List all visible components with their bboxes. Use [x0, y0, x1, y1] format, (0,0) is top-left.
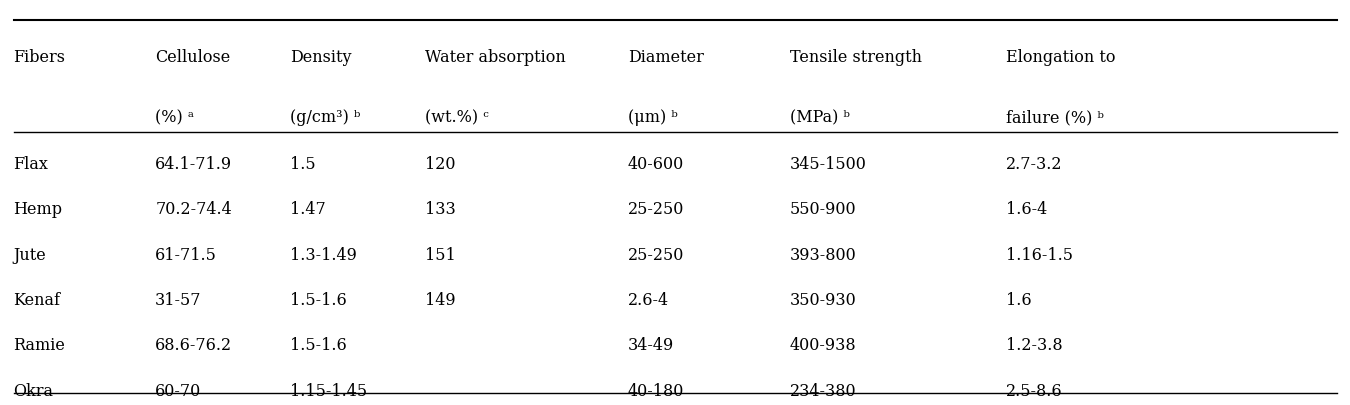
Text: 64.1-71.9: 64.1-71.9 — [155, 156, 232, 173]
Text: 1.5-1.6: 1.5-1.6 — [290, 337, 347, 354]
Text: (MPa) ᵇ: (MPa) ᵇ — [790, 109, 849, 126]
Text: 25-250: 25-250 — [628, 201, 684, 218]
Text: 151: 151 — [425, 247, 456, 264]
Text: 68.6-76.2: 68.6-76.2 — [155, 337, 232, 354]
Text: Ramie: Ramie — [14, 337, 65, 354]
Text: 31-57: 31-57 — [155, 292, 201, 309]
Text: 70.2-74.4: 70.2-74.4 — [155, 201, 232, 218]
Text: Jute: Jute — [14, 247, 46, 264]
Text: Cellulose: Cellulose — [155, 49, 231, 66]
Text: 1.6-4: 1.6-4 — [1006, 201, 1048, 218]
Text: 120: 120 — [425, 156, 456, 173]
Text: 2.5-8.6: 2.5-8.6 — [1006, 383, 1062, 400]
Text: 345-1500: 345-1500 — [790, 156, 867, 173]
Text: 61-71.5: 61-71.5 — [155, 247, 217, 264]
Text: 2.7-3.2: 2.7-3.2 — [1006, 156, 1062, 173]
Text: (μm) ᵇ: (μm) ᵇ — [628, 109, 678, 126]
Text: Okra: Okra — [14, 383, 54, 400]
Text: 40-600: 40-600 — [628, 156, 684, 173]
Text: 60-70: 60-70 — [155, 383, 201, 400]
Text: 1.5-1.6: 1.5-1.6 — [290, 292, 347, 309]
Text: 1.47: 1.47 — [290, 201, 325, 218]
Text: 1.16-1.5: 1.16-1.5 — [1006, 247, 1073, 264]
Text: Fibers: Fibers — [14, 49, 66, 66]
Text: (g/cm³) ᵇ: (g/cm³) ᵇ — [290, 109, 360, 126]
Text: Density: Density — [290, 49, 352, 66]
Text: Elongation to: Elongation to — [1006, 49, 1115, 66]
Text: (wt.%) ᶜ: (wt.%) ᶜ — [425, 109, 489, 126]
Text: Kenaf: Kenaf — [14, 292, 61, 309]
Text: Water absorption: Water absorption — [425, 49, 566, 66]
Text: Flax: Flax — [14, 156, 49, 173]
Text: failure (%) ᵇ: failure (%) ᵇ — [1006, 109, 1104, 126]
Text: Hemp: Hemp — [14, 201, 62, 218]
Text: 350-930: 350-930 — [790, 292, 856, 309]
Text: Diameter: Diameter — [628, 49, 703, 66]
Text: 34-49: 34-49 — [628, 337, 674, 354]
Text: 2.6-4: 2.6-4 — [628, 292, 668, 309]
Text: 1.5: 1.5 — [290, 156, 316, 173]
Text: 133: 133 — [425, 201, 456, 218]
Text: 149: 149 — [425, 292, 456, 309]
Text: 1.6: 1.6 — [1006, 292, 1031, 309]
Text: 400-938: 400-938 — [790, 337, 856, 354]
Text: 1.3-1.49: 1.3-1.49 — [290, 247, 358, 264]
Text: 550-900: 550-900 — [790, 201, 856, 218]
Text: 393-800: 393-800 — [790, 247, 856, 264]
Text: 25-250: 25-250 — [628, 247, 684, 264]
Text: 1.2-3.8: 1.2-3.8 — [1006, 337, 1062, 354]
Text: (%) ᵃ: (%) ᵃ — [155, 109, 194, 126]
Text: 40-180: 40-180 — [628, 383, 684, 400]
Text: 1.15-1.45: 1.15-1.45 — [290, 383, 367, 400]
Text: 234-380: 234-380 — [790, 383, 856, 400]
Text: Tensile strength: Tensile strength — [790, 49, 922, 66]
